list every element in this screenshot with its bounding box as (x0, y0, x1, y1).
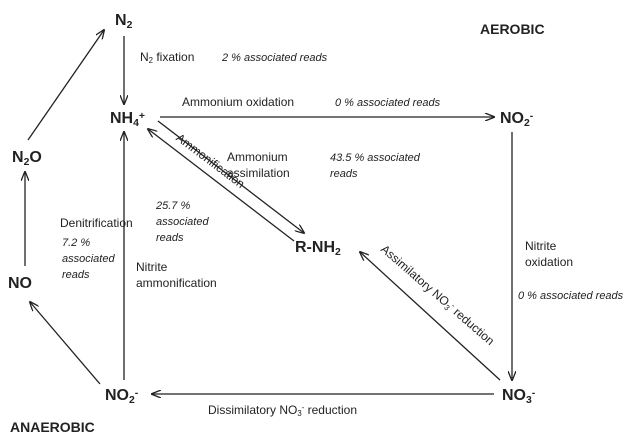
process-name: Ammonium oxidation (182, 95, 294, 109)
subscript: 2 (524, 118, 530, 129)
associated-reads: associated (156, 216, 209, 228)
process-name: Ammonium (227, 150, 288, 164)
zone-label: AEROBIC (480, 21, 545, 37)
text-part: reduction (448, 303, 497, 348)
associated-reads: 25.7 % (155, 200, 190, 212)
associated-reads: 7.2 % (62, 237, 90, 249)
arrow (148, 129, 295, 242)
superscript: - (302, 403, 305, 412)
text-part: fixation (153, 50, 194, 64)
superscript: - (530, 111, 534, 122)
associated-reads: 2 % associated reads (221, 52, 328, 64)
compound-node: N2 (115, 12, 133, 31)
associated-reads: reads (62, 269, 90, 281)
compound-node: NO2- (105, 387, 139, 406)
arrow (27, 30, 104, 141)
subscript: 2 (24, 157, 30, 168)
compound-node: NO (8, 275, 32, 292)
process-name: Nitrite (136, 260, 168, 274)
text-part: Assimilatory NO (378, 242, 452, 309)
text-part: NO (500, 110, 524, 127)
associated-reads: 0 % associated reads (335, 97, 441, 109)
compound-node: NO2- (500, 110, 534, 129)
arrow (360, 252, 501, 381)
text-part: reduction (304, 403, 357, 417)
subscript: 2 (129, 395, 135, 406)
arrow (30, 302, 101, 385)
subscript: 3 (442, 303, 451, 313)
process-name: Denitrification (60, 216, 133, 230)
subscript: 2 (149, 56, 153, 65)
process-name: N2 fixation (140, 50, 194, 65)
subscript: 2 (127, 20, 133, 31)
text-part: NH (110, 110, 133, 127)
text-part: NO (105, 387, 129, 404)
text-part: NO (502, 387, 526, 404)
text-part: Dissimilatory NO (208, 403, 297, 417)
process-name: assimilation (227, 166, 290, 180)
subscript: 2 (335, 247, 341, 258)
superscript: - (449, 302, 457, 311)
associated-reads: reads (330, 168, 358, 180)
subscript: 3 (297, 409, 301, 418)
text-part: NO (8, 275, 32, 292)
process-name: Assimilatory NO3- reduction (377, 242, 497, 349)
subscript: 4 (133, 118, 139, 129)
associated-reads: 43.5 % associated (330, 152, 421, 164)
superscript: - (135, 388, 139, 399)
subscript: 3 (526, 395, 532, 406)
arrow (157, 120, 304, 233)
associated-reads: reads (156, 232, 184, 244)
text-part: R-NH (295, 239, 335, 256)
associated-reads: associated (62, 253, 115, 265)
compound-node: N2O (12, 149, 42, 168)
compound-node: R-NH2 (295, 239, 341, 258)
text-part: N (115, 12, 127, 29)
superscript: - (532, 388, 536, 399)
process-name: ammonification (136, 276, 217, 290)
superscript: + (139, 111, 145, 122)
text-part: N (12, 149, 24, 166)
compound-node: NO3- (502, 387, 536, 406)
zone-label: ANAEROBIC (10, 419, 95, 435)
compound-node: NH4+ (110, 110, 145, 129)
arrows (25, 30, 512, 394)
process-name: Dissimilatory NO3- reduction (208, 403, 357, 418)
text-part: N (140, 50, 149, 64)
process-name: oxidation (525, 255, 573, 269)
associated-reads: 0 % associated reads (518, 290, 624, 302)
text-part: O (29, 149, 41, 166)
process-name: Nitrite (525, 239, 557, 253)
